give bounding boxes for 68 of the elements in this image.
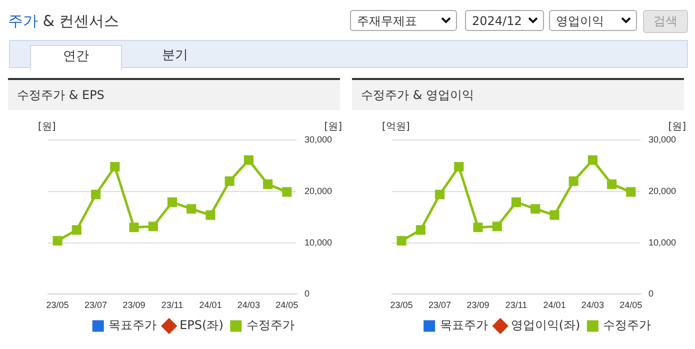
point	[588, 155, 598, 165]
y2-tick-label: 10,000	[648, 237, 676, 248]
point	[52, 236, 62, 246]
legend-label: EPS(좌)	[180, 318, 224, 332]
text: & 컨센서스	[42, 12, 120, 30]
text: 검색	[643, 10, 688, 33]
point	[263, 179, 273, 189]
point	[129, 222, 139, 232]
chart-title: 수정주가 & 영업이익	[352, 78, 684, 110]
y2-tick-label: 10,000	[304, 237, 332, 248]
point	[148, 222, 158, 232]
point	[550, 210, 560, 220]
y2-axis-title: [원]	[668, 122, 686, 133]
legend-label: 목표주가	[108, 318, 157, 332]
point	[167, 197, 178, 207]
x-tick-label: 24/05	[276, 300, 298, 310]
text: 분기	[161, 47, 189, 65]
x-tick-label: 24/01	[199, 300, 222, 310]
text: 주가	[8, 12, 38, 30]
point	[224, 176, 234, 186]
point	[91, 190, 101, 200]
point	[186, 204, 196, 214]
point	[530, 204, 540, 214]
y2-axis-title: [원]	[324, 122, 342, 133]
x-tick-label: 24/05	[620, 300, 642, 310]
point	[435, 190, 445, 200]
x-tick-label: 23/11	[505, 300, 528, 310]
text: 연간	[30, 45, 122, 70]
text: 영업이익	[556, 14, 604, 28]
point	[568, 176, 578, 186]
point	[282, 187, 292, 197]
x-tick-label: 24/03	[581, 300, 604, 310]
y-axis-title: [억원]	[382, 122, 410, 133]
y2-tick-label: 20,000	[304, 186, 332, 196]
point	[511, 197, 522, 207]
x-tick-label: 23/09	[122, 300, 146, 310]
chart-title: 수정주가 & EPS	[8, 78, 340, 110]
point	[206, 210, 216, 220]
point	[473, 222, 483, 232]
y2-tick-label: 20,000	[648, 186, 676, 196]
text: 2024/12	[472, 14, 522, 28]
text: 주재무제표	[357, 14, 417, 28]
point	[492, 222, 502, 232]
x-tick-label: 24/03	[237, 300, 260, 310]
point	[454, 162, 464, 172]
legend-label: 목표주가	[440, 318, 488, 332]
legend-label: 수정주가	[603, 318, 652, 332]
x-tick-label: 23/07	[84, 300, 108, 310]
x-tick-label: 23/09	[466, 300, 490, 310]
point	[110, 162, 120, 172]
legend-label: 수정주가	[246, 318, 294, 332]
point	[607, 179, 617, 189]
x-tick-label: 23/11	[161, 300, 184, 310]
y-axis-title: [원]	[38, 122, 56, 133]
point	[244, 155, 254, 165]
point	[626, 187, 636, 197]
x-tick-label: 23/07	[428, 300, 452, 310]
point	[72, 225, 82, 235]
y2-tick-label: 30,000	[648, 134, 676, 144]
y2-tick-label: 30,000	[304, 134, 332, 144]
y2-tick-label: 0	[648, 288, 654, 299]
point	[416, 225, 426, 235]
x-tick-label: 24/01	[543, 300, 566, 310]
x-tick-label: 23/05	[390, 300, 413, 310]
point	[396, 236, 406, 246]
x-tick-label: 23/05	[46, 300, 69, 310]
legend-label: 영업이익(좌)	[510, 318, 580, 332]
y2-tick-label: 0	[304, 288, 310, 299]
